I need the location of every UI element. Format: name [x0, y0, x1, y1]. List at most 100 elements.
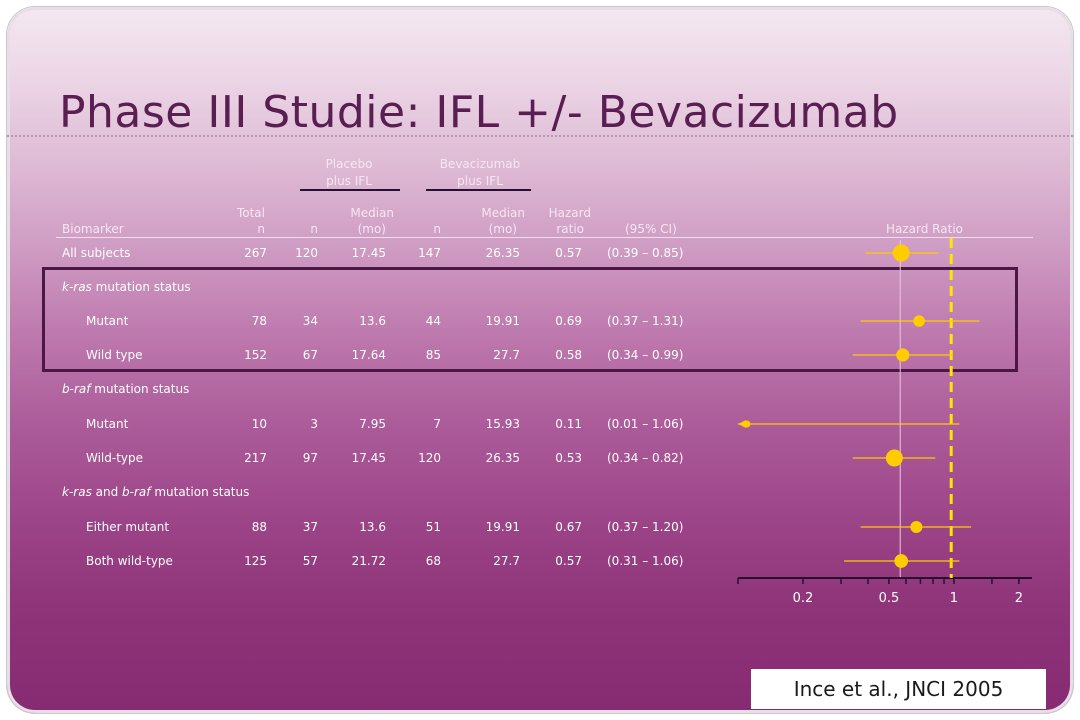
cell-b-n: 44 — [425, 314, 441, 328]
hr-point — [913, 315, 925, 327]
x-tick-label: 2 — [1015, 591, 1023, 606]
x-tick-label: 0.2 — [793, 591, 814, 606]
label-text: Wild type — [86, 348, 143, 362]
row-label: b-raf mutation status — [62, 382, 189, 396]
col-header-bev-n: n — [433, 222, 441, 236]
cell-total: 217 — [244, 451, 267, 465]
gene-name: b-raf — [122, 485, 151, 499]
ci-arrow — [738, 420, 746, 428]
cell-hr: 0.67 — [555, 520, 582, 534]
cell-hr: 0.11 — [555, 417, 582, 431]
cell-total: 152 — [244, 348, 267, 362]
bev-header-line2: plus IFL — [457, 174, 503, 188]
x-tick-label: 1 — [950, 591, 958, 606]
col-header-bev-median-1: Median — [481, 206, 525, 220]
cell-total: 88 — [251, 520, 267, 534]
label-text: and — [91, 485, 123, 499]
col-header-placebo-median-2: (mo) — [357, 222, 386, 236]
cell-b-med: 19.91 — [485, 520, 520, 534]
cell-ci: (0.39 – 0.85) — [607, 246, 684, 260]
placebo-header-line1: Placebo — [325, 157, 373, 171]
cell-hr: 0.57 — [555, 246, 582, 260]
placebo-header-underline — [300, 189, 400, 191]
cell-p-med: 21.72 — [351, 554, 386, 568]
cell-ci: (0.37 – 1.20) — [607, 520, 684, 534]
page-title: Phase III Studie: IFL +/- Bevacizumab — [59, 87, 899, 138]
cell-total: 78 — [251, 314, 267, 328]
col-header-placebo-n: n — [310, 222, 318, 236]
cell-ci: (0.31 – 1.06) — [607, 554, 684, 568]
cell-ci: (0.37 – 1.31) — [607, 314, 684, 328]
row-label: k-ras mutation status — [62, 280, 191, 294]
cell-hr: 0.69 — [555, 314, 582, 328]
cell-p-med: 13.6 — [359, 314, 386, 328]
gene-name: k-ras — [62, 280, 92, 294]
label-text: Mutant — [86, 417, 129, 431]
cell-p-med: 17.45 — [351, 246, 386, 260]
cell-hr: 0.57 — [555, 554, 582, 568]
row-label: Wild type — [86, 348, 143, 362]
hr-point — [910, 520, 923, 534]
label-text: Mutant — [86, 314, 129, 328]
gene-name: b-raf — [62, 382, 91, 396]
cell-hr: 0.58 — [555, 348, 582, 362]
bev-header-underline — [426, 189, 531, 191]
cell-ci: (0.34 – 0.99) — [607, 348, 684, 362]
row-label: Both wild-type — [86, 554, 173, 568]
cell-p-med: 7.95 — [359, 417, 386, 431]
cell-p-n: 120 — [295, 246, 318, 260]
cell-b-med: 19.91 — [485, 314, 520, 328]
cell-p-n: 67 — [302, 348, 318, 362]
label-text: Both wild-type — [86, 554, 173, 568]
row-label: Mutant — [86, 314, 128, 328]
cell-ci: (0.01 – 1.06) — [607, 417, 684, 431]
cell-p-n: 57 — [302, 554, 318, 568]
col-header-ci: (95% CI) — [625, 222, 677, 236]
col-header-hr-2: ratio — [556, 222, 584, 236]
cell-b-n: 7 — [433, 417, 441, 431]
hr-point — [885, 449, 903, 467]
row-label: All subjects — [62, 246, 130, 260]
hr-point — [743, 420, 751, 428]
col-header-hr-1: Hazard — [548, 206, 591, 220]
x-tick-label: 0.5 — [879, 591, 900, 606]
title-divider — [7, 135, 1073, 137]
cell-b-med: 27.7 — [493, 554, 520, 568]
cell-b-n: 85 — [425, 348, 441, 362]
cell-total: 10 — [251, 417, 267, 431]
cell-p-med: 13.6 — [359, 520, 386, 534]
hr-point — [894, 554, 909, 568]
cell-p-n: 37 — [302, 520, 318, 534]
cell-p-n: 34 — [302, 314, 318, 328]
cell-b-med: 26.35 — [485, 451, 520, 465]
placebo-header-line2: plus IFL — [326, 174, 372, 188]
cell-ci: (0.34 – 0.82) — [607, 451, 684, 465]
row-label: Either mutant — [86, 520, 169, 534]
label-text: mutation status — [91, 280, 191, 294]
cell-total: 267 — [244, 246, 267, 260]
bev-header-line1: Bevacizumab — [439, 157, 521, 171]
col-header-total-1: Total — [236, 206, 265, 220]
hr-point — [892, 244, 910, 262]
label-text: Wild-type — [86, 451, 144, 465]
col-header-bev-median-2: (mo) — [488, 222, 517, 236]
cell-b-med: 27.7 — [493, 348, 520, 362]
cell-b-n: 68 — [425, 554, 441, 568]
cell-p-n: 97 — [302, 451, 318, 465]
col-header-biomarker: Biomarker — [62, 222, 124, 236]
cell-total: 125 — [244, 554, 267, 568]
col-header-hazard-ratio: Hazard Ratio — [886, 222, 963, 236]
citation: Ince et al., JNCI 2005 — [751, 669, 1046, 709]
label-text: All subjects — [62, 246, 131, 260]
label-text: Either mutant — [86, 520, 170, 534]
col-header-placebo-median-1: Median — [350, 206, 394, 220]
cell-p-n: 3 — [310, 417, 318, 431]
slide: Phase III Studie: IFL +/- Bevacizumab — [7, 7, 1073, 713]
label-text: mutation status — [150, 485, 250, 499]
cell-hr: 0.53 — [555, 451, 582, 465]
hr-point — [896, 348, 910, 362]
gene-name: k-ras — [62, 485, 92, 499]
cell-b-n: 147 — [418, 246, 441, 260]
cell-b-n: 120 — [418, 451, 441, 465]
